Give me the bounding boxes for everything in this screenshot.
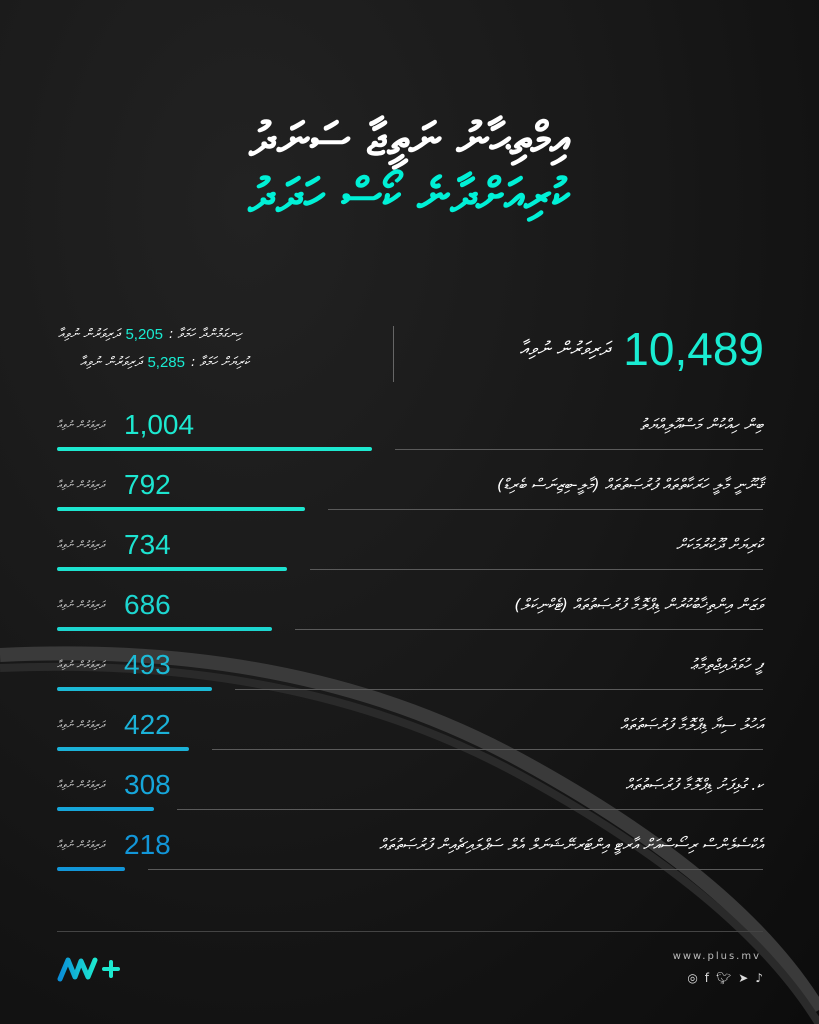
course-label: އަހުލު ސިޔާ ޑިޕްލޮމާ ފުރުޞަތުތައް [620, 715, 763, 734]
instagram-icon[interactable]: ◎ [687, 971, 698, 985]
summary-item-unit: ދަރިވަރުން ނުވިއާ [58, 327, 120, 342]
course-label: ޤާނޫނީ މާލީ ހަރަކާތްތައް ފުރުޞަތުތައް (މ… [496, 475, 763, 494]
unit-label: ދަރިވަރުން ނުވިއާ [57, 480, 105, 491]
plus-logo [57, 957, 120, 982]
course-row: ފީ ހުވަދުއިޖްތިމާޢު ދަރިވަރުން ނުވިއާ 49… [0, 647, 819, 707]
course-label: ފީ ހުވަދުއިޖްތިމާޢު [690, 655, 763, 674]
footer-divider [57, 931, 763, 932]
twitter-icon[interactable]: 🐦︎ [716, 971, 732, 985]
summary-item-label: ހިނގަމުންދާ ހަމަވާ : [169, 327, 242, 342]
course-label: ބިން ހިއްކުން މަސްއޫލިއްޔަތު [640, 415, 763, 434]
unit-label: ދަރިވަރުން ނުވިއާ [57, 660, 105, 671]
unit-label: ދަރިވަރުން ނުވިއާ [57, 780, 105, 791]
row-divider [212, 749, 763, 750]
tiktok-icon[interactable]: ♪ [755, 971, 763, 985]
title-line-2: ކުރިއަށްދާނެ ކޯސް ހަދަދު [248, 168, 571, 222]
unit-label: ދަރިވަރުން ނުވިއާ [57, 420, 105, 431]
summary-item-unit: ދަރިވަރުން ނުވިއާ [80, 355, 142, 370]
row-divider [177, 809, 763, 810]
course-value: 218 [124, 829, 171, 860]
unit-label: ދަރިވަރުން ނުވިއާ [57, 840, 105, 851]
course-bar [57, 687, 212, 691]
facebook-icon[interactable]: f [704, 971, 710, 985]
total-label: ދަރިވަރުން ނުވިއާ [519, 338, 610, 360]
row-divider [295, 629, 763, 630]
unit-label: ދަރިވަރުން ނުވިއާ [57, 720, 105, 731]
course-value: 792 [124, 469, 171, 500]
total-value: 10,489 [623, 323, 764, 375]
course-value: 308 [124, 769, 171, 800]
title-line-1: އިމްތިޙާނު ނަތީޖާ ސަނަދު [249, 112, 570, 166]
course-value: 686 [124, 589, 171, 620]
summary-item: ކުރިޔަށް ހަމަވާ : 5,285 ދަރިވަރުން ނުވިއ… [80, 354, 249, 371]
summary-item-value: 5,205 [125, 326, 163, 343]
row-divider [328, 509, 763, 510]
total-summary: 10,489 ދަރިވަރުން ނުވިއާ [519, 322, 764, 376]
course-row: އެކްސެލެންސް ރިސޯސްއަށް އާރޓީ އިންޓަރނޭޝ… [0, 827, 819, 887]
course-bar [57, 627, 272, 631]
telegram-icon[interactable]: ➤ [738, 971, 749, 985]
summary-item-value: 5,285 [147, 354, 185, 371]
row-divider [148, 869, 763, 870]
row-divider [235, 689, 763, 690]
social-icons: ◎ f 🐦︎ ➤ ♪ [687, 971, 763, 985]
unit-label: ދަރިވަރުން ނުވިއާ [57, 540, 105, 551]
unit-label: ދަރިވަރުން ނުވިއާ [57, 600, 105, 611]
course-row: ކ. ގުޅިފަށު ޑިޕްލޮމާ ފުރުޞަތުތައް ދަރިވަ… [0, 767, 819, 827]
course-bar [57, 447, 372, 451]
summary-item-label: ކުރިޔަށް ހަމަވާ : [191, 355, 250, 370]
course-row: ވަޒަން އިންތިޚާބުކުރުން ޑިޕްލޮމާ ފުރުޞަތ… [0, 587, 819, 647]
course-value: 734 [124, 529, 171, 560]
course-value: 422 [124, 709, 171, 740]
row-divider [395, 449, 763, 450]
course-row: އަހުލު ސިޔާ ޑިޕްލޮމާ ފުރުޞަތުތައް ދަރިވަ… [0, 707, 819, 767]
course-bar [57, 507, 305, 511]
course-value: 1,004 [124, 409, 195, 440]
summary-item: ހިނގަމުންދާ ހަމަވާ : 5,205 ދަރިވަރުން ނު… [58, 326, 241, 343]
course-bar [57, 567, 287, 571]
course-label: ކ. ގުޅިފަށު ޑިޕްލޮމާ ފުރުޞަތުތައް [625, 775, 763, 794]
course-label: އެކްސެލެންސް ރިސޯސްއަށް އާރޓީ އިންޓަރނޭޝ… [379, 835, 763, 854]
course-row: ބިން ހިއްކުން މަސްއޫލިއްޔަތު ދަރިވަރުން … [0, 407, 819, 467]
summary-divider [393, 326, 394, 382]
course-row: ޤާނޫނީ މާލީ ހަރަކާތްތައް ފުރުޞަތުތައް (މ… [0, 467, 819, 527]
course-label: ކުރިޔަށް ދޫކުރުމަކަށް [676, 535, 763, 554]
course-bar [57, 807, 154, 811]
course-value: 493 [124, 649, 171, 680]
course-row: ކުރިޔަށް ދޫކުރުމަކަށް ދަރިވަރުން ނުވިއާ … [0, 527, 819, 587]
row-divider [310, 569, 763, 570]
course-bar [57, 867, 125, 871]
course-bar [57, 747, 189, 751]
course-label: ވަޒަން އިންތިޚާބުކުރުން ޑިޕްލޮމާ ފުރުޞަތ… [514, 595, 763, 614]
website-link[interactable]: www.plus.mv [672, 951, 761, 962]
